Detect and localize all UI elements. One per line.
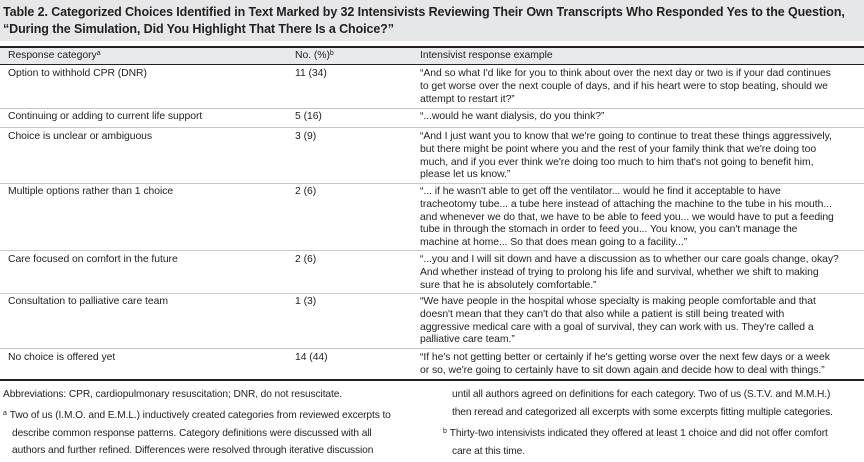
row-6-category: Consultation to palliative care team xyxy=(8,296,168,307)
row-divider xyxy=(0,127,864,128)
row-1-example: “And so what I'd like for you to think a… xyxy=(420,68,831,105)
row-3-category: Choice is unclear or ambiguous xyxy=(8,131,153,142)
row-7-example: “If he's not getting better or certainly… xyxy=(420,352,830,376)
row-4-count: 2 (6) xyxy=(295,186,317,197)
header-footnote-b-marker: b xyxy=(329,50,334,57)
footnote-a: a Two of us (I.M.O. and E.M.L.) inductive… xyxy=(3,410,391,456)
row-2-count: 5 (16) xyxy=(295,111,322,122)
table-title-line-1: Table 2. Categorized Choices Identified … xyxy=(3,5,845,19)
row-4-example: “... if he wasn't able to get off the ve… xyxy=(420,186,834,249)
header-count: No. (%)b xyxy=(295,50,334,61)
header-bottom-rule xyxy=(0,64,864,65)
footnote-b: b Thirty-two intensivists indicated they … xyxy=(443,428,828,457)
row-1-count: 11 (34) xyxy=(295,68,327,79)
row-1-category: Option to withhold CPR (DNR) xyxy=(8,68,147,79)
footnote-a-continued: until all authors agreed on definitions … xyxy=(452,389,833,418)
footnote-abbreviations: Abbreviations: CPR, cardiopulmonary resu… xyxy=(3,389,343,400)
row-divider xyxy=(0,183,864,184)
row-2-example: “...would he want dialysis, do you think… xyxy=(420,111,605,122)
row-3-example: “And I just want you to know that we're … xyxy=(420,131,832,181)
row-divider xyxy=(0,108,864,109)
row-4-category: Multiple options rather than 1 choice xyxy=(8,186,174,197)
footnote-a-marker: a xyxy=(3,410,7,417)
row-7-category: No choice is offered yet xyxy=(8,352,116,363)
row-divider xyxy=(0,348,864,349)
header-response-category: Response categorya xyxy=(8,50,101,61)
row-divider xyxy=(0,293,864,294)
table-title-line-2: “During the Simulation, Did You Highligh… xyxy=(3,22,394,36)
row-7-count: 14 (44) xyxy=(295,352,328,363)
header-example: Intensivist response example xyxy=(420,50,553,61)
row-5-example: “...you and I will sit down and have a d… xyxy=(420,254,839,291)
row-divider xyxy=(0,250,864,251)
row-2-category: Continuing or adding to current life sup… xyxy=(8,111,203,122)
title-band xyxy=(0,0,864,41)
header-band xyxy=(0,48,864,64)
header-top-rule xyxy=(0,46,864,48)
row-5-count: 2 (6) xyxy=(295,254,317,265)
row-6-count: 1 (3) xyxy=(295,296,317,307)
header-footnote-a-marker: a xyxy=(96,50,101,57)
row-3-count: 3 (9) xyxy=(295,131,317,142)
table-title: Table 2. Categorized Choices Identified … xyxy=(3,4,861,38)
row-6-example: “We have people in the hospital whose sp… xyxy=(420,296,816,346)
row-5-category: Care focused on comfort in the future xyxy=(8,254,178,265)
table-bottom-rule xyxy=(0,379,864,381)
footnote-b-marker: b xyxy=(443,428,447,435)
